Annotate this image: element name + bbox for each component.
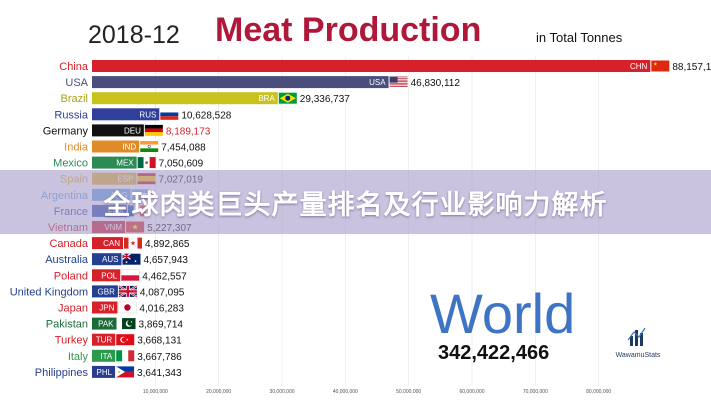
- country-code-label: JPN: [99, 304, 114, 313]
- country-code-label: USA: [369, 78, 386, 87]
- x-tick-label: 50,000,000: [396, 389, 421, 395]
- value-label: 46,830,112: [411, 78, 461, 89]
- value-label: 3,668,131: [137, 336, 182, 347]
- bar: [92, 317, 117, 330]
- bar: [92, 108, 160, 121]
- country-label: Japan: [58, 303, 88, 315]
- chart-date: 2018-12: [88, 21, 180, 49]
- headline-text: 全球肉类巨头产量排名及行业影响力解析: [103, 189, 608, 221]
- country-label: Brazil: [60, 93, 88, 105]
- flag-poland-icon: [121, 269, 140, 281]
- bar: [92, 92, 278, 105]
- country-code-label: MEX: [116, 159, 134, 168]
- country-code-label: GBR: [98, 287, 116, 296]
- value-label: 4,892,865: [145, 239, 190, 250]
- country-label: China: [59, 61, 89, 73]
- flag-japan-icon: [118, 301, 137, 314]
- x-tick-label: 30,000,000: [269, 389, 294, 395]
- country-label: Mexico: [53, 158, 88, 170]
- country-label: Pakistan: [46, 319, 88, 331]
- value-label: 7,454,088: [161, 143, 206, 154]
- bar: [92, 237, 123, 250]
- country-code-label: DEU: [124, 126, 141, 135]
- country-label: Australia: [45, 254, 89, 266]
- headline-banner: 全球肉类巨头产量排名及行业影响力解析: [0, 170, 711, 234]
- country-code-label: CHN: [630, 62, 648, 71]
- country-label: Russia: [54, 109, 89, 121]
- chart-title: Meat Production: [215, 11, 481, 49]
- flag-brazil-icon: [278, 92, 297, 104]
- x-tick-label: 40,000,000: [333, 389, 358, 395]
- country-label: India: [64, 142, 89, 154]
- bar: [92, 140, 140, 153]
- brand-name: WawamuStats: [616, 352, 661, 359]
- bar: [92, 253, 122, 266]
- flag-canada-icon: [123, 237, 142, 249]
- value-label: 3,667,786: [137, 352, 182, 363]
- bar: [92, 76, 389, 89]
- bar: [92, 365, 116, 378]
- value-label: 10,628,528: [181, 110, 231, 121]
- country-code-label: IND: [122, 143, 136, 152]
- flag-india-icon: [140, 141, 159, 153]
- world-label: World: [430, 282, 575, 345]
- flag-usa-icon: [389, 76, 408, 87]
- chart-subtitle: in Total Tonnes: [536, 30, 623, 45]
- country-label: Turkey: [55, 335, 89, 347]
- country-code-label: PHL: [96, 368, 112, 377]
- bar: [92, 60, 651, 72]
- flag-germany-icon: [144, 124, 163, 136]
- country-code-label: AUS: [102, 255, 118, 264]
- flag-australia-icon: [122, 253, 141, 265]
- flag-mexico-icon: [137, 157, 156, 169]
- country-label: Poland: [54, 270, 88, 282]
- flag-china-icon: [651, 60, 670, 72]
- value-label: 8,189,173: [166, 126, 211, 137]
- flag-philippines-icon: [116, 366, 135, 378]
- country-label: Canada: [49, 238, 88, 250]
- x-tick-label: 70,000,000: [523, 389, 548, 395]
- country-code-label: TUR: [96, 336, 113, 345]
- bar: [92, 156, 137, 169]
- bar-chart-logo-icon: [627, 327, 646, 346]
- country-label: Germany: [43, 125, 89, 137]
- country-code-label: PAK: [98, 320, 114, 329]
- world-total: 342,422,466: [438, 342, 549, 364]
- value-label: 3,641,343: [137, 368, 182, 379]
- country-label: Italy: [68, 351, 89, 363]
- country-code-label: ITA: [100, 352, 113, 361]
- country-label: Philippines: [35, 367, 89, 379]
- x-tick-label: 80,000,000: [586, 389, 611, 395]
- x-tick-label: 20,000,000: [206, 389, 231, 395]
- country-label: United Kingdom: [10, 286, 88, 298]
- country-label: USA: [65, 77, 88, 89]
- bar: [92, 333, 116, 346]
- flag-pakistan-icon: [117, 318, 136, 330]
- country-code-label: RUS: [139, 110, 156, 119]
- bar: [92, 285, 118, 298]
- value-label: 4,016,283: [139, 304, 184, 315]
- value-label: 88,157,104: [672, 62, 711, 73]
- flag-russia-icon: [160, 108, 179, 120]
- country-code-label: CAN: [103, 239, 120, 248]
- value-label: 3,869,714: [139, 320, 184, 331]
- country-code-label: POL: [101, 271, 118, 280]
- bar: [92, 301, 118, 314]
- value-label: 29,336,737: [300, 94, 350, 105]
- value-label: 4,657,943: [144, 255, 189, 266]
- flag-uk-icon: [118, 285, 138, 298]
- value-label: 4,462,557: [142, 271, 187, 282]
- value-label: 7,050,609: [159, 159, 204, 170]
- country-code-label: BRA: [258, 94, 275, 103]
- flag-italy-icon: [116, 350, 135, 362]
- x-axis-ticks: 10,000,000 20,000,000 30,000,000 40,000,000…: [143, 389, 612, 395]
- x-tick-label: 60,000,000: [459, 389, 484, 395]
- x-tick-label: 10,000,000: [143, 389, 168, 395]
- bar: [92, 269, 121, 282]
- flag-turkey-icon: [116, 334, 135, 346]
- value-label: 4,087,095: [140, 287, 185, 298]
- bar: [92, 124, 144, 137]
- bar: [92, 349, 116, 362]
